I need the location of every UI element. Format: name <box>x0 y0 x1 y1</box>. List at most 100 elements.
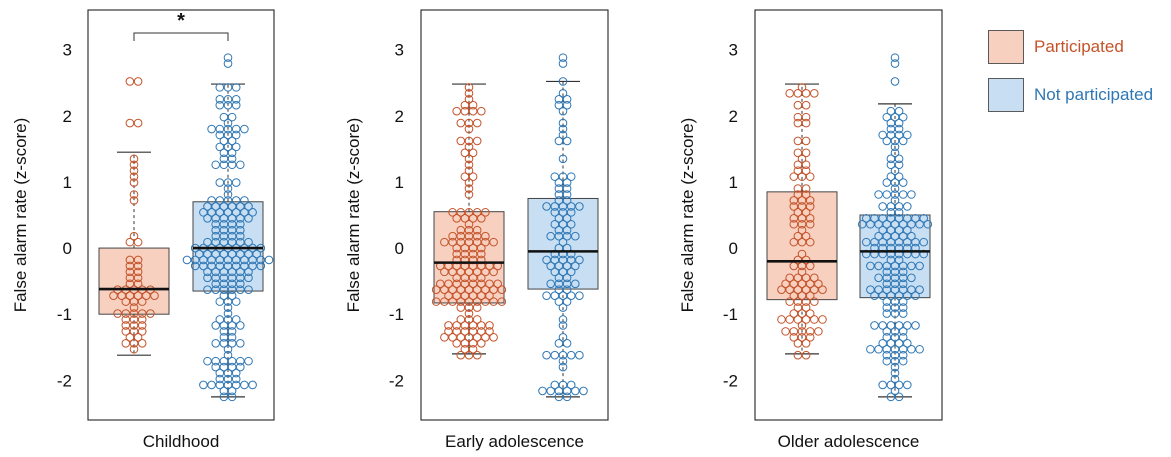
data-point <box>558 130 568 140</box>
data-point <box>903 202 912 211</box>
data-point <box>814 327 823 336</box>
data-point <box>240 255 249 265</box>
data-point <box>554 386 564 396</box>
data-point <box>489 297 498 306</box>
data-point <box>133 77 143 86</box>
data-point <box>562 279 572 289</box>
data-point <box>797 321 807 330</box>
data-point <box>223 309 233 318</box>
data-point <box>129 303 139 312</box>
data-point <box>882 297 892 306</box>
y-tick-label: 0 <box>395 239 404 258</box>
data-point <box>814 279 823 289</box>
data-point <box>882 309 892 318</box>
data-point <box>801 89 811 98</box>
data-point <box>223 124 233 134</box>
data-point <box>211 237 220 247</box>
data-point <box>801 190 811 199</box>
data-point <box>882 273 892 283</box>
data-point <box>236 362 245 372</box>
plot-frame <box>420 9 609 421</box>
data-point <box>219 356 229 366</box>
data-point <box>874 231 883 241</box>
data-point <box>227 356 237 366</box>
data-point <box>866 344 875 354</box>
data-point <box>472 136 482 146</box>
data-point <box>211 249 220 259</box>
data-point <box>886 255 896 265</box>
data-point <box>571 231 580 241</box>
data-point <box>874 219 883 229</box>
data-point <box>125 273 135 283</box>
data-point <box>886 172 896 181</box>
data-point <box>550 208 560 217</box>
data-point <box>489 237 498 247</box>
data-point <box>125 279 135 289</box>
data-point <box>874 344 883 354</box>
data-point <box>256 255 266 265</box>
data-point <box>219 214 229 223</box>
data-point <box>793 285 803 295</box>
data-point <box>211 231 220 241</box>
data-point <box>894 172 904 181</box>
data-point <box>550 255 560 265</box>
data-point <box>793 166 803 175</box>
data-point <box>452 279 462 289</box>
data-point <box>898 285 908 295</box>
data-point <box>866 285 875 295</box>
data-point <box>907 273 916 283</box>
data-point <box>219 237 229 247</box>
data-point <box>481 267 490 277</box>
data-point <box>898 178 908 187</box>
y-tick-label: -2 <box>723 371 738 390</box>
data-point <box>252 249 262 259</box>
data-point <box>219 154 229 164</box>
y-tick-label: 2 <box>729 107 738 126</box>
group-not-participated <box>182 53 274 402</box>
data-point <box>203 273 212 283</box>
data-point <box>227 237 237 247</box>
data-point <box>558 350 568 360</box>
data-point <box>448 267 457 277</box>
data-point <box>890 374 900 384</box>
data-point <box>236 214 245 223</box>
data-point <box>874 273 883 283</box>
data-point <box>894 214 904 223</box>
data-point <box>227 249 237 259</box>
data-point <box>870 237 879 247</box>
data-point <box>562 178 572 187</box>
significance-star: * <box>177 10 185 32</box>
data-point <box>244 249 253 259</box>
data-point <box>211 285 220 295</box>
data-point <box>898 279 908 289</box>
data-point <box>240 124 249 134</box>
data-point <box>886 130 896 140</box>
data-point <box>137 315 147 324</box>
data-point <box>215 94 225 104</box>
chart-panel-2: -2 -1 0 1 2 3 False alarm rate (z-score) Early … <box>344 9 609 451</box>
data-point <box>464 124 474 134</box>
data-point <box>472 231 482 241</box>
data-point <box>231 100 241 110</box>
data-point <box>878 338 888 348</box>
data-point <box>137 327 147 336</box>
data-point <box>125 291 135 300</box>
y-tick-label: 3 <box>63 41 72 60</box>
data-point <box>219 285 229 295</box>
data-point <box>215 208 225 217</box>
data-point <box>915 261 924 271</box>
data-point <box>464 154 474 164</box>
data-point <box>542 202 551 211</box>
data-point <box>793 350 803 360</box>
data-point <box>448 208 457 217</box>
data-point <box>890 190 900 199</box>
data-point <box>211 219 220 229</box>
data-point <box>190 261 200 271</box>
legend-swatch-not-participated <box>988 78 1024 112</box>
data-point <box>801 255 811 265</box>
data-point <box>477 273 486 283</box>
data-point <box>894 392 904 402</box>
data-point <box>125 77 135 86</box>
data-point <box>789 333 799 342</box>
data-point <box>882 333 892 342</box>
